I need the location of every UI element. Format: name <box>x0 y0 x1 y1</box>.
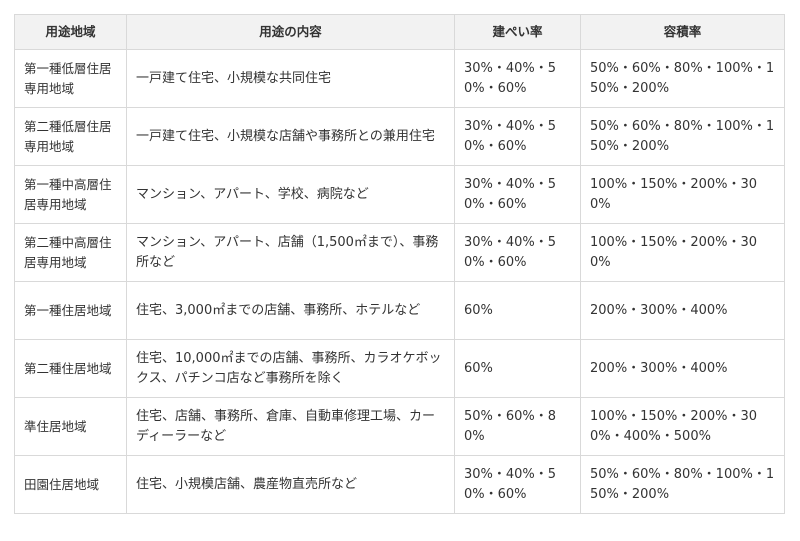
zone-cell: 第一種中高層住居専用地域 <box>14 165 127 224</box>
content-cell: 一戸建て住宅、小規模な店舗や事務所との兼用住宅 <box>126 107 455 166</box>
coverage-cell: 30%・40%・50%・60% <box>454 107 581 166</box>
zone-cell: 第二種低層住居専用地域 <box>14 107 127 166</box>
table-row: 第二種住居地域 住宅、10,000㎡までの店舗、事務所、カラオケボックス、パチン… <box>14 339 785 398</box>
content-cell: 住宅、3,000㎡までの店舗、事務所、ホテルなど <box>126 281 455 340</box>
table-header: 用途地域 用途の内容 建ぺい率 容積率 <box>14 14 785 50</box>
far-cell: 50%・60%・80%・100%・150%・200% <box>580 107 785 166</box>
table-row: 第一種住居地域 住宅、3,000㎡までの店舗、事務所、ホテルなど 60% 200… <box>14 281 785 340</box>
content-cell: マンション、アパート、店舗（1,500㎡まで）、事務所など <box>126 223 455 282</box>
zone-cell: 第二種中高層住居専用地域 <box>14 223 127 282</box>
header-row: 用途地域 用途の内容 建ぺい率 容積率 <box>14 14 785 50</box>
coverage-cell: 30%・40%・50%・60% <box>454 49 581 108</box>
header-coverage: 建ぺい率 <box>454 14 581 50</box>
table-body: 第一種低層住居専用地域 一戸建て住宅、小規模な共同住宅 30%・40%・50%・… <box>14 49 785 514</box>
table-row: 第二種中高層住居専用地域 マンション、アパート、店舗（1,500㎡まで）、事務所… <box>14 223 785 282</box>
coverage-cell: 30%・40%・50%・60% <box>454 455 581 514</box>
far-cell: 100%・150%・200%・300% <box>580 223 785 282</box>
content-cell: 住宅、店舗、事務所、倉庫、自動車修理工場、カーディーラーなど <box>126 397 455 456</box>
header-zone: 用途地域 <box>14 14 127 50</box>
coverage-cell: 30%・40%・50%・60% <box>454 165 581 224</box>
far-cell: 100%・150%・200%・300% <box>580 165 785 224</box>
header-content: 用途の内容 <box>126 14 455 50</box>
zone-cell: 準住居地域 <box>14 397 127 456</box>
coverage-cell: 30%・40%・50%・60% <box>454 223 581 282</box>
zone-cell: 田園住居地域 <box>14 455 127 514</box>
table-row: 第二種低層住居専用地域 一戸建て住宅、小規模な店舗や事務所との兼用住宅 30%・… <box>14 107 785 166</box>
far-cell: 50%・60%・80%・100%・150%・200% <box>580 49 785 108</box>
content-cell: 住宅、10,000㎡までの店舗、事務所、カラオケボックス、パチンコ店など事務所を… <box>126 339 455 398</box>
far-cell: 100%・150%・200%・300%・400%・500% <box>580 397 785 456</box>
zone-cell: 第二種住居地域 <box>14 339 127 398</box>
content-cell: マンション、アパート、学校、病院など <box>126 165 455 224</box>
zoning-table-container: 用途地域 用途の内容 建ぺい率 容積率 第一種低層住居専用地域 一戸建て住宅、小… <box>14 14 785 514</box>
far-cell: 50%・60%・80%・100%・150%・200% <box>580 455 785 514</box>
table-row: 準住居地域 住宅、店舗、事務所、倉庫、自動車修理工場、カーディーラーなど 50%… <box>14 397 785 456</box>
content-cell: 一戸建て住宅、小規模な共同住宅 <box>126 49 455 108</box>
coverage-cell: 60% <box>454 281 581 340</box>
header-floor-area-ratio: 容積率 <box>580 14 785 50</box>
table-row: 田園住居地域 住宅、小規模店舗、農産物直売所など 30%・40%・50%・60%… <box>14 455 785 514</box>
zone-cell: 第一種住居地域 <box>14 281 127 340</box>
zone-cell: 第一種低層住居専用地域 <box>14 49 127 108</box>
table-row: 第一種中高層住居専用地域 マンション、アパート、学校、病院など 30%・40%・… <box>14 165 785 224</box>
coverage-cell: 60% <box>454 339 581 398</box>
zoning-table: 用途地域 用途の内容 建ぺい率 容積率 第一種低層住居専用地域 一戸建て住宅、小… <box>14 14 785 514</box>
coverage-cell: 50%・60%・80% <box>454 397 581 456</box>
content-cell: 住宅、小規模店舗、農産物直売所など <box>126 455 455 514</box>
far-cell: 200%・300%・400% <box>580 339 785 398</box>
far-cell: 200%・300%・400% <box>580 281 785 340</box>
table-row: 第一種低層住居専用地域 一戸建て住宅、小規模な共同住宅 30%・40%・50%・… <box>14 49 785 108</box>
